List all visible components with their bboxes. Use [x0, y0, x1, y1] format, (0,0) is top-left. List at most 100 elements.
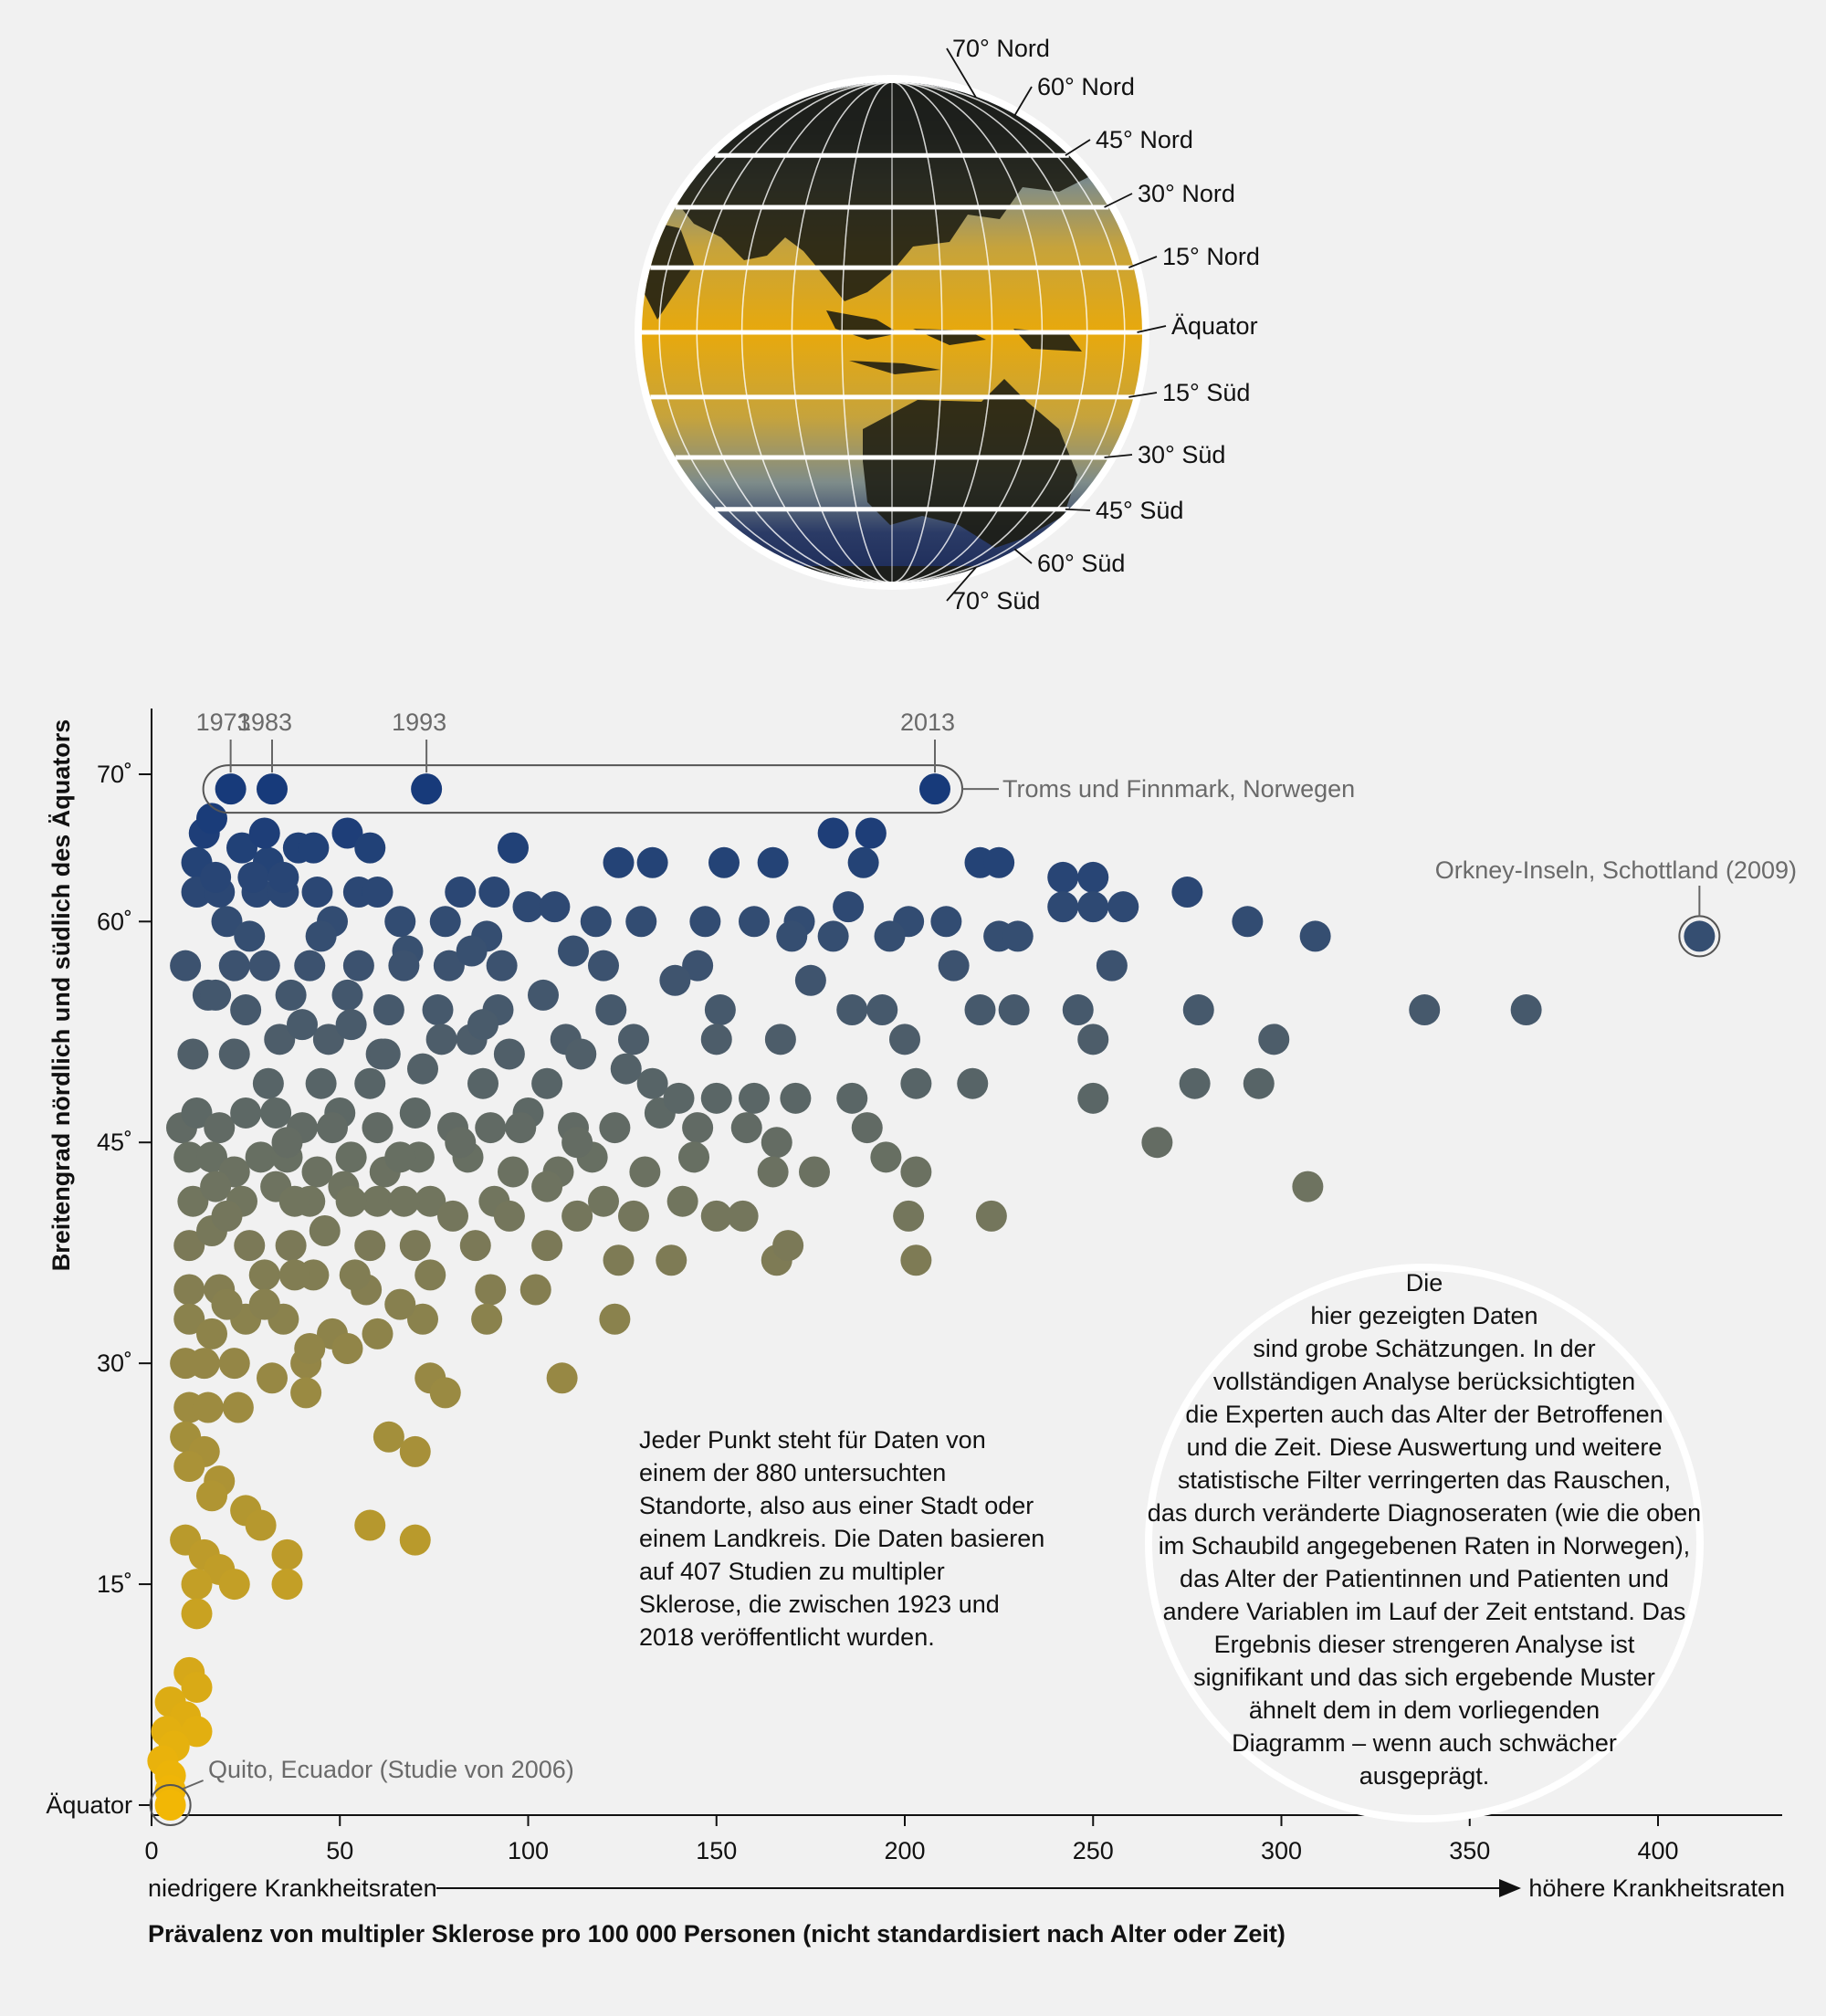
- x-axis-title: Prävalenz von multipler Sklerose pro 100…: [148, 1920, 1286, 1948]
- info-line: die Experten auch das Alter der Betroffe…: [1185, 1401, 1663, 1428]
- info-circle-text: Die hier gezeigten Daten sind grobe Schätz…: [1148, 1269, 1701, 1790]
- data-point: [1141, 1127, 1173, 1159]
- data-point: [222, 1391, 254, 1423]
- data-point: [278, 1259, 310, 1291]
- data-point: [1077, 861, 1109, 893]
- info-line: signifikant und das sich ergebende Muste…: [1193, 1664, 1655, 1691]
- data-point: [595, 994, 627, 1026]
- data-point: [415, 1259, 446, 1291]
- data-point: [678, 1141, 709, 1173]
- data-point: [181, 1671, 213, 1703]
- globe-label: 45° Süd: [1096, 497, 1183, 524]
- info-line: vollständigen Analyse berücksichtigten: [1213, 1368, 1635, 1395]
- globe-label-leader: [946, 47, 977, 98]
- data-point: [200, 861, 232, 893]
- data-point: [599, 1112, 631, 1144]
- data-point: [218, 1038, 250, 1070]
- data-point: [362, 1185, 394, 1217]
- highlight-point: [1684, 920, 1716, 952]
- data-point: [761, 1127, 792, 1159]
- data-point: [1232, 906, 1264, 938]
- info-line: das Alter der Patientinnen und Patienten…: [1180, 1565, 1669, 1592]
- data-point: [546, 1362, 578, 1394]
- data-point: [475, 1112, 507, 1144]
- note-line: 2018 veröffentlicht wurden.: [639, 1623, 935, 1651]
- data-point: [301, 1156, 333, 1188]
- x-tick-label: 300: [1261, 1837, 1302, 1864]
- highlight-ring: [149, 1784, 192, 1826]
- globe-label: Äquator: [1171, 312, 1258, 340]
- data-point: [384, 1288, 416, 1320]
- info-line: Ergebnis dieser strengeren Analyse ist: [1214, 1631, 1635, 1658]
- data-point: [196, 1141, 227, 1173]
- orkney-annotation: Orkney-Inseln, Schottland (2009): [1435, 856, 1797, 884]
- data-point: [900, 1156, 932, 1188]
- data-point: [415, 1185, 446, 1217]
- data-point: [362, 1318, 394, 1349]
- quito-annotation: Quito, Ecuador (Studie von 2006): [208, 1756, 574, 1783]
- data-point: [851, 1112, 883, 1144]
- data-point: [384, 906, 416, 938]
- indonesia-islands: [826, 310, 1082, 374]
- data-point: [467, 1067, 498, 1099]
- troms-highlight-bracket: [202, 764, 963, 814]
- data-point: [278, 1185, 310, 1217]
- data-point: [700, 1024, 732, 1055]
- data-point: [700, 1082, 732, 1114]
- globe-label-leader: [1104, 193, 1133, 208]
- data-point: [211, 1288, 243, 1320]
- data-point: [700, 1200, 732, 1232]
- y-tick-label: 60˚: [97, 908, 132, 935]
- y-tick-label: 15˚: [97, 1570, 132, 1598]
- data-point: [739, 906, 770, 938]
- data-point: [893, 1200, 925, 1232]
- data-point: [1171, 877, 1203, 908]
- data-point: [836, 1082, 868, 1114]
- data-point: [833, 891, 865, 923]
- data-point: [847, 846, 879, 878]
- globe-label-leader: [1065, 139, 1091, 157]
- data-point: [433, 950, 465, 982]
- data-point: [407, 1303, 438, 1335]
- method-note: Jeder Punkt steht für Daten von einem der…: [639, 1426, 1044, 1651]
- x-axis-ticks: 0 50 100 150 200 250 300 350 400: [144, 1815, 1679, 1864]
- data-point: [354, 1230, 386, 1262]
- data-point: [964, 994, 996, 1026]
- data-point: [471, 1303, 503, 1335]
- data-point: [271, 1569, 303, 1601]
- data-point: [437, 1200, 468, 1232]
- info-line: hier gezeigten Daten: [1310, 1302, 1537, 1329]
- data-point: [290, 1377, 322, 1409]
- highlight-point: [215, 773, 247, 805]
- data-point: [817, 817, 849, 849]
- data-point: [874, 920, 906, 952]
- note-line: Jeder Punkt steht für Daten von: [639, 1426, 986, 1454]
- data-point: [425, 1024, 457, 1055]
- data-point: [666, 1185, 698, 1217]
- year-label: 2013: [900, 709, 955, 736]
- data-point: [388, 1185, 420, 1217]
- data-point: [226, 832, 257, 864]
- data-point: [1299, 920, 1331, 952]
- data-point: [354, 1509, 386, 1541]
- year-label: 1973: [196, 709, 251, 736]
- y-tick-label: 45˚: [97, 1129, 132, 1156]
- data-point: [727, 1200, 759, 1232]
- data-point: [177, 1185, 209, 1217]
- data-point: [531, 1171, 563, 1202]
- x-arrow-left-label: niedrigere Krankheitsraten: [148, 1874, 437, 1902]
- data-point: [445, 877, 477, 908]
- data-point: [588, 1185, 619, 1217]
- globe-illustration: 70° Nord 60° Nord 45° Nord 30° Nord 15° Nord…: [635, 35, 1260, 614]
- data-point: [531, 1230, 563, 1262]
- data-point: [234, 1230, 266, 1262]
- globe-label-leader: [1013, 86, 1033, 117]
- data-point: [173, 1303, 205, 1335]
- data-point: [354, 1067, 386, 1099]
- y-tick-label: 70˚: [97, 761, 132, 788]
- data-point: [429, 906, 461, 938]
- data-point: [1510, 994, 1542, 1026]
- data-point: [331, 817, 363, 849]
- data-point: [339, 1259, 371, 1291]
- data-point: [599, 1303, 631, 1335]
